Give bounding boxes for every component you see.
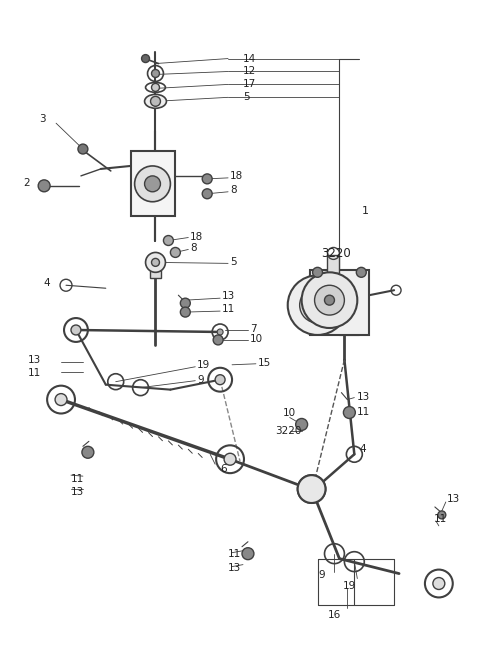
- Circle shape: [312, 268, 323, 277]
- Circle shape: [433, 577, 445, 590]
- Circle shape: [134, 166, 170, 202]
- Circle shape: [296, 419, 308, 430]
- Text: 11: 11: [28, 368, 41, 378]
- Text: 17: 17: [243, 79, 256, 89]
- Text: 6: 6: [220, 464, 227, 474]
- Circle shape: [215, 375, 225, 384]
- Circle shape: [202, 189, 212, 199]
- Text: 18: 18: [230, 171, 243, 181]
- Text: 13: 13: [228, 563, 241, 573]
- Circle shape: [438, 511, 446, 519]
- Text: 9: 9: [197, 375, 204, 384]
- Text: 5: 5: [230, 257, 237, 268]
- Circle shape: [306, 483, 318, 495]
- Circle shape: [314, 285, 344, 315]
- Bar: [150, 270, 161, 278]
- Circle shape: [288, 276, 348, 335]
- Circle shape: [180, 307, 190, 317]
- Text: 3220: 3220: [322, 247, 351, 260]
- Circle shape: [38, 180, 50, 192]
- Text: 10: 10: [283, 407, 296, 417]
- Text: 10: 10: [250, 334, 263, 344]
- Text: 11: 11: [71, 474, 84, 484]
- Circle shape: [343, 407, 355, 419]
- Circle shape: [298, 475, 325, 503]
- Text: 18: 18: [190, 232, 204, 241]
- Text: 14: 14: [243, 54, 256, 64]
- Circle shape: [82, 446, 94, 459]
- Text: 8: 8: [230, 185, 237, 195]
- Circle shape: [55, 394, 67, 405]
- Text: 15: 15: [258, 358, 271, 368]
- Circle shape: [144, 176, 160, 192]
- Circle shape: [298, 475, 325, 503]
- Text: 11: 11: [356, 407, 370, 417]
- Circle shape: [152, 70, 159, 77]
- Circle shape: [78, 144, 88, 154]
- Text: 11: 11: [222, 304, 235, 314]
- Circle shape: [170, 247, 180, 257]
- Circle shape: [164, 236, 173, 245]
- Circle shape: [180, 298, 190, 308]
- Text: 19: 19: [343, 581, 356, 592]
- Text: 12: 12: [243, 66, 256, 77]
- Circle shape: [151, 96, 160, 106]
- Circle shape: [145, 253, 166, 272]
- Text: 5: 5: [243, 92, 250, 102]
- Circle shape: [152, 83, 159, 91]
- Circle shape: [142, 54, 150, 62]
- Bar: [131, 151, 175, 216]
- Bar: [310, 270, 369, 335]
- Text: 1: 1: [362, 206, 369, 216]
- Bar: [327, 255, 339, 274]
- Circle shape: [224, 453, 236, 465]
- Circle shape: [71, 325, 81, 335]
- Text: 13: 13: [28, 355, 41, 365]
- Text: 13: 13: [222, 291, 235, 301]
- Text: 13: 13: [356, 392, 370, 401]
- Text: 2: 2: [23, 178, 30, 188]
- Circle shape: [324, 295, 335, 305]
- Text: 8: 8: [190, 243, 197, 253]
- Text: 13: 13: [71, 487, 84, 497]
- Text: 9: 9: [318, 569, 325, 579]
- Text: 7: 7: [250, 324, 257, 334]
- Text: 16: 16: [328, 610, 341, 621]
- Circle shape: [202, 174, 212, 184]
- Text: 4: 4: [43, 278, 50, 288]
- Circle shape: [217, 329, 223, 335]
- Text: 11: 11: [228, 548, 241, 559]
- Circle shape: [213, 335, 223, 345]
- Text: 11: 11: [434, 514, 447, 524]
- Circle shape: [356, 268, 366, 277]
- Circle shape: [300, 287, 336, 323]
- Text: 19: 19: [197, 359, 211, 370]
- Circle shape: [242, 548, 254, 560]
- Text: 4: 4: [360, 444, 366, 455]
- Ellipse shape: [144, 94, 167, 108]
- Circle shape: [152, 258, 159, 266]
- Text: 3: 3: [39, 114, 46, 124]
- Text: 3220: 3220: [275, 426, 301, 436]
- Text: 13: 13: [447, 494, 460, 504]
- Circle shape: [301, 272, 357, 328]
